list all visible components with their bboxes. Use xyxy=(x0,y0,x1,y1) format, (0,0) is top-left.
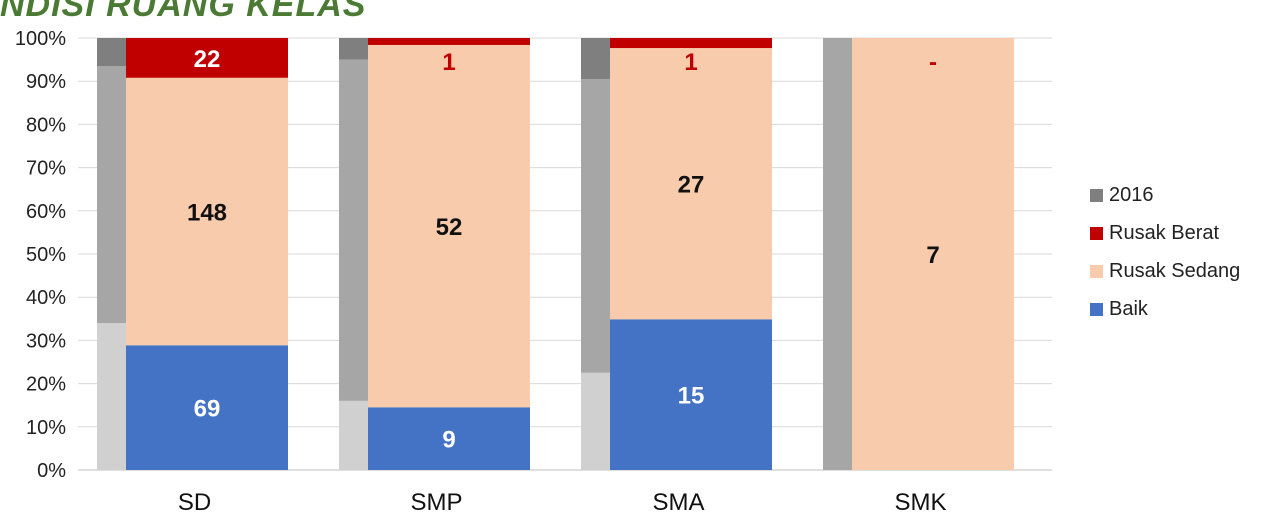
bar-2016-segment xyxy=(581,38,610,80)
data-label: 27 xyxy=(678,172,705,199)
y-tick-label: 90% xyxy=(26,71,66,93)
legend-label: 2016 xyxy=(1109,183,1154,206)
y-tick-label: 100% xyxy=(15,28,66,50)
bar-2016-segment xyxy=(97,323,126,470)
y-axis: 0% 10% 20% 30% 40% 50% 60% 70% 80% 90% 100% xyxy=(15,28,66,482)
bar-segment-rusak-sedang xyxy=(126,77,288,346)
data-label: 9 xyxy=(442,427,455,454)
y-tick-label: 30% xyxy=(26,330,66,352)
legend-label: Baik xyxy=(1109,297,1148,320)
bar-2016-segment xyxy=(581,79,610,373)
bar-segment-baik xyxy=(126,345,288,470)
y-tick-label: 80% xyxy=(26,114,66,136)
data-label: 69 xyxy=(194,396,221,423)
data-label: 22 xyxy=(194,46,221,73)
bar-2016-segment xyxy=(339,59,368,401)
x-axis: SD SMP SMA SMK xyxy=(178,489,947,516)
data-label: 15 xyxy=(678,383,705,410)
bar-segment-rusak-sedang xyxy=(852,38,1014,470)
bar-2016-segment xyxy=(581,372,610,470)
x-category-label: SMK xyxy=(894,489,946,516)
data-label: 52 xyxy=(436,214,463,241)
legend: 2016 Rusak Berat Rusak Sedang Baik xyxy=(1090,176,1240,328)
data-label: - xyxy=(929,49,937,76)
bar-segment-rusak-sedang xyxy=(610,48,772,320)
x-category-label: SMP xyxy=(410,489,462,516)
legend-item-rusak-berat: Rusak Berat xyxy=(1090,214,1240,252)
legend-label: Rusak Berat xyxy=(1109,221,1220,244)
legend-swatch xyxy=(1090,188,1103,202)
bars-2016 xyxy=(97,38,852,470)
data-label: 1 xyxy=(442,49,455,76)
y-tick-label: 70% xyxy=(26,158,66,180)
y-tick-label: 60% xyxy=(26,201,66,223)
bar-segment-rusak-berat xyxy=(126,38,288,78)
x-category-label: SMA xyxy=(652,489,704,516)
legend-label: Rusak Sedang xyxy=(1109,259,1241,282)
data-labels: 69 148 22 9 52 1 15 27 1 7 - xyxy=(187,46,940,454)
x-category-label: SD xyxy=(178,489,211,516)
legend-item-baik: Baik xyxy=(1090,290,1240,328)
stacked-bar-chart: 0% 10% 20% 30% 40% 50% 60% 70% 80% 90% 100% 69 148 2… xyxy=(15,28,1052,516)
bar-segment-rusak-berat xyxy=(610,38,772,49)
bar-2016-segment xyxy=(97,66,126,324)
bar-segment-baik xyxy=(610,319,772,470)
y-tick-label: 40% xyxy=(26,287,66,309)
legend-swatch xyxy=(1090,302,1103,316)
bar-segment-rusak-sedang xyxy=(368,44,530,408)
bar-2016-segment xyxy=(823,38,852,470)
bar-segment-baik xyxy=(368,407,530,470)
data-label: 1 xyxy=(684,49,697,76)
bars-2017 xyxy=(126,38,1014,470)
data-label: 148 xyxy=(187,200,227,227)
y-tick-label: 0% xyxy=(37,460,66,482)
data-label: 7 xyxy=(926,242,939,269)
y-tick-label: 20% xyxy=(26,374,66,396)
legend-swatch xyxy=(1090,264,1103,278)
bar-2016-segment xyxy=(97,38,126,67)
bar-2016-segment xyxy=(339,400,368,470)
legend-swatch xyxy=(1090,226,1103,240)
legend-item-2016: 2016 xyxy=(1090,176,1240,214)
chart-title: NDISI RUANG KELAS xyxy=(0,0,367,24)
bar-2016-segment xyxy=(339,38,368,60)
legend-item-rusak-sedang: Rusak Sedang xyxy=(1090,252,1240,290)
y-tick-label: 50% xyxy=(26,244,66,266)
bar-segment-rusak-berat xyxy=(368,38,530,45)
y-tick-label: 10% xyxy=(26,417,66,439)
